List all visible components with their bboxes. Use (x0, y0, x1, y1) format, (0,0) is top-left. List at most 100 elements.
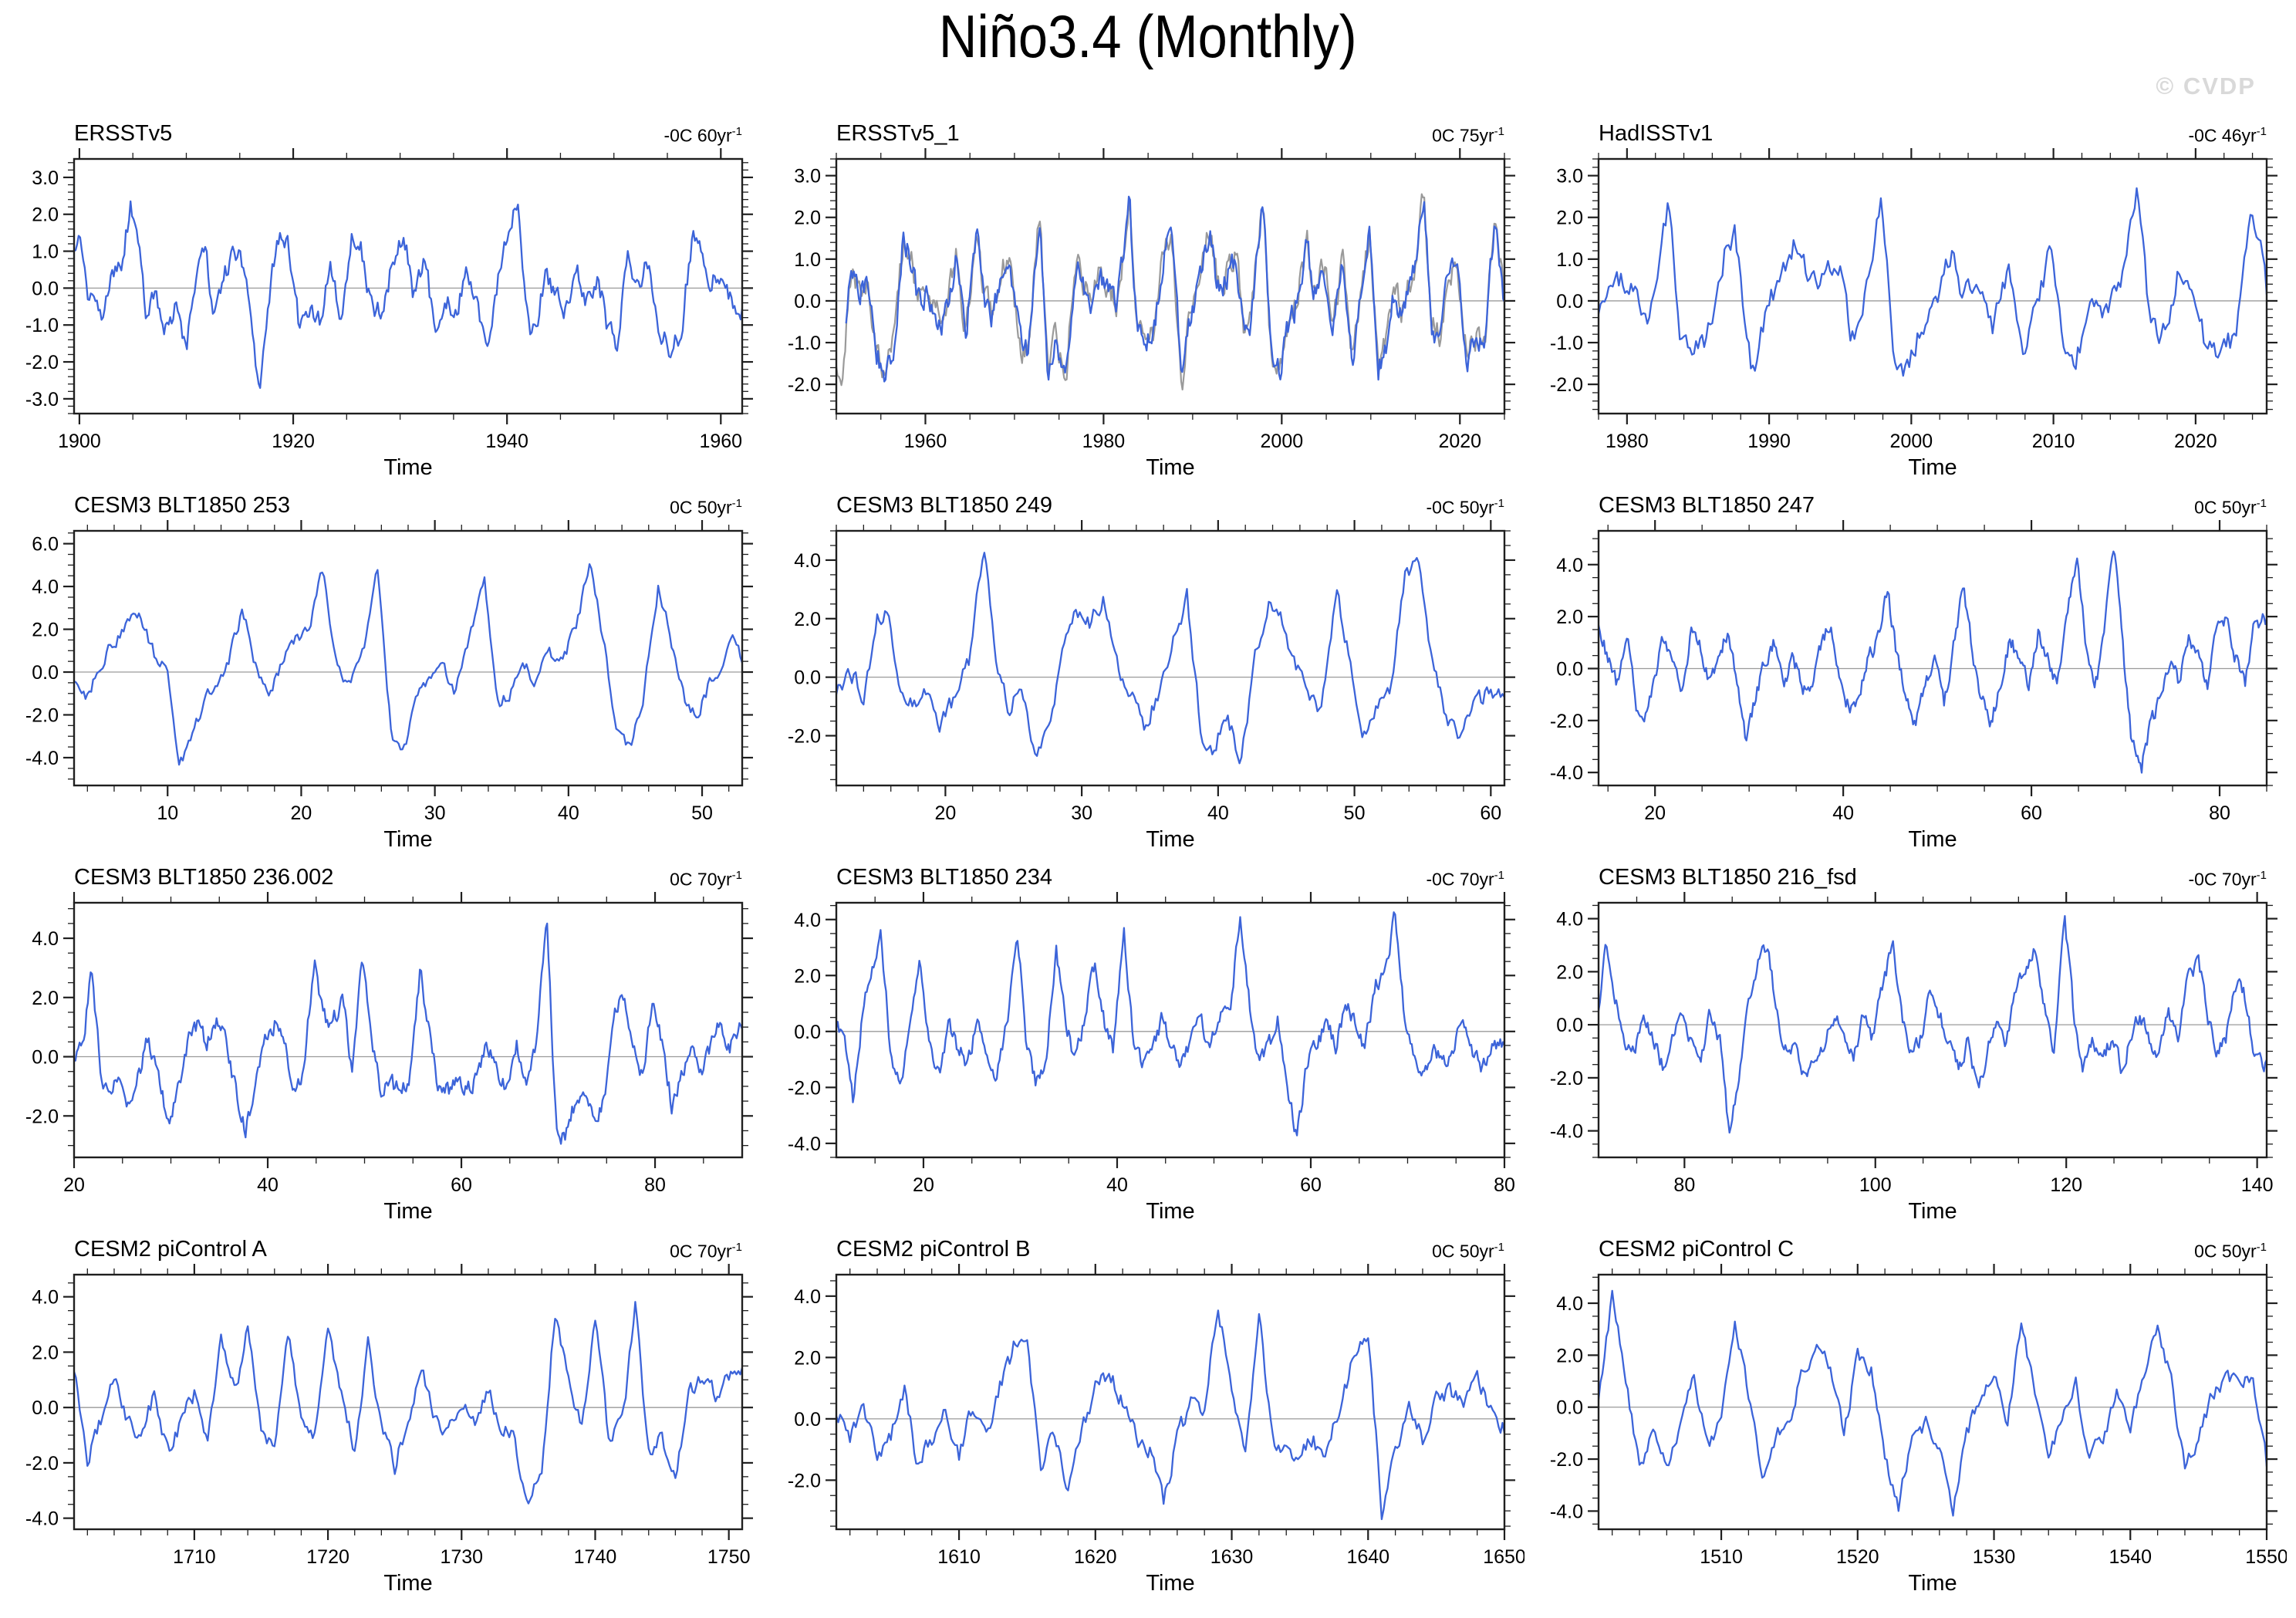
x-axis-label: Time (1908, 1571, 1957, 1596)
trend-value: -0C 60yr (663, 126, 732, 146)
svg-text:40: 40 (1832, 802, 1854, 824)
timeseries-plot: 80 100 120 140 4.0 2.0 0.0 -2.0 -4.0 (1550, 892, 2277, 1196)
svg-text:0.0: 0.0 (1556, 291, 1583, 312)
timeseries-plot: 1610 1620 1630 1640 1650 4.0 2.0 0.0 -2.0 (788, 1264, 1524, 1568)
svg-text:20: 20 (934, 802, 956, 824)
series-line (74, 200, 742, 389)
svg-text:40: 40 (558, 802, 579, 824)
svg-text:-4.0: -4.0 (25, 748, 59, 769)
svg-text:30: 30 (1071, 802, 1092, 824)
x-axis-label: Time (1908, 1199, 1957, 1224)
svg-text:4.0: 4.0 (794, 550, 821, 572)
timeseries-plot: 20 40 60 80 4.0 2.0 0.0 -2.0 -4.0 (1550, 520, 2277, 824)
svg-text:1990: 1990 (1747, 431, 1791, 452)
svg-text:2.0: 2.0 (794, 1347, 821, 1369)
svg-text:1620: 1620 (1074, 1546, 1117, 1568)
svg-text:-3.0: -3.0 (25, 389, 59, 410)
svg-text:-2.0: -2.0 (788, 726, 821, 748)
timeseries-plot: 1980 1990 2000 2010 2020 3.0 2.0 1.0 0.0 -1.0 -2.0 (1550, 148, 2277, 452)
svg-text:-2.0: -2.0 (1550, 1449, 1583, 1471)
svg-text:3.0: 3.0 (1556, 166, 1583, 187)
overlay-series-line (836, 193, 1504, 390)
svg-text:1650: 1650 (1483, 1546, 1524, 1568)
svg-text:60: 60 (451, 1174, 472, 1196)
svg-text:-2.0: -2.0 (1550, 374, 1583, 396)
svg-text:0.0: 0.0 (1556, 658, 1583, 680)
svg-text:60: 60 (1480, 802, 1501, 824)
svg-text:0.0: 0.0 (32, 1047, 59, 1069)
svg-text:4.0: 4.0 (794, 1286, 821, 1308)
trend-annotation: 0C 70yr-1 (670, 870, 742, 889)
panel-title: CESM2 piControl A (74, 1237, 267, 1262)
svg-text:2.0: 2.0 (1556, 208, 1583, 229)
svg-text:20: 20 (291, 802, 312, 824)
panel-title: CESM3 BLT1850 247 (1599, 493, 1815, 518)
svg-text:1730: 1730 (440, 1546, 483, 1568)
series-line (74, 562, 742, 766)
timeseries-plot: 1710 1720 1730 1740 1750 4.0 2.0 0.0 -2.0 -4.0 (25, 1264, 753, 1568)
svg-text:1960: 1960 (699, 431, 742, 452)
svg-text:-2.0: -2.0 (25, 1453, 59, 1474)
svg-text:40: 40 (257, 1174, 279, 1196)
series-line (1599, 1289, 2267, 1517)
svg-text:4.0: 4.0 (1556, 1293, 1583, 1315)
svg-text:1520: 1520 (1836, 1546, 1879, 1568)
svg-text:140: 140 (2241, 1174, 2274, 1196)
cvdp-watermark: © CVDP (2156, 73, 2256, 100)
svg-text:40: 40 (1207, 802, 1229, 824)
trend-exponent: -1 (731, 869, 742, 883)
panel-cesm3-blt1850-234: CESM3 BLT1850 234 -0C 70yr-1 20 40 60 80 4.0 2… (768, 860, 1524, 1224)
svg-text:1920: 1920 (272, 431, 315, 452)
x-axis-label: Time (1146, 1571, 1195, 1596)
trend-annotation: 0C 50yr-1 (670, 498, 742, 517)
trend-annotation: -0C 50yr-1 (1426, 498, 1504, 517)
x-axis-label: Time (383, 1199, 433, 1224)
svg-text:-2.0: -2.0 (1550, 711, 1583, 732)
panel-title: CESM3 BLT1850 253 (74, 493, 290, 518)
svg-text:2.0: 2.0 (1556, 961, 1583, 983)
timeseries-plot: 20 30 40 50 60 4.0 2.0 0.0 -2.0 (788, 520, 1515, 824)
svg-text:-2.0: -2.0 (25, 1106, 59, 1127)
svg-text:100: 100 (1859, 1174, 1892, 1196)
trend-value: -0C 70yr (2188, 870, 2257, 890)
svg-text:1.0: 1.0 (794, 249, 821, 271)
panel-title: HadISSTv1 (1599, 121, 1714, 146)
timeseries-plot: 1900 1920 1940 1960 3.0 2.0 1.0 0.0 -1.0 -2.0 -3.0 (25, 148, 753, 452)
svg-text:2.0: 2.0 (1556, 606, 1583, 628)
svg-text:1.0: 1.0 (1556, 249, 1583, 271)
panel-ersstv5-1: ERSSTv5_1 0C 75yr-1 1960 1980 2000 2020 3.0 2.… (768, 116, 1524, 480)
timeseries-plot: 20 40 60 80 4.0 2.0 0.0 -2.0 -4.0 (788, 892, 1515, 1196)
svg-text:1.0: 1.0 (32, 242, 59, 263)
trend-value: 0C 50yr (2194, 1241, 2257, 1262)
timeseries-plot: 20 40 60 80 4.0 2.0 0.0 -2.0 (25, 892, 753, 1196)
trend-value: 0C 75yr (1432, 126, 1494, 146)
svg-text:1550: 1550 (2245, 1546, 2287, 1568)
svg-text:3.0: 3.0 (794, 166, 821, 187)
svg-text:4.0: 4.0 (32, 576, 59, 598)
panel-title: CESM2 piControl C (1599, 1237, 1795, 1262)
svg-text:2.0: 2.0 (794, 208, 821, 229)
svg-text:2.0: 2.0 (32, 988, 59, 1009)
svg-text:1740: 1740 (574, 1546, 617, 1568)
svg-text:-2.0: -2.0 (788, 374, 821, 396)
trend-value: 0C 50yr (670, 498, 732, 518)
svg-text:0.0: 0.0 (1556, 1015, 1583, 1036)
panel-cesm2-picontrol-b: CESM2 piControl B 0C 50yr-1 1610 1620 1630 1… (768, 1231, 1524, 1596)
panel-cesm3-blt1850-247: CESM3 BLT1850 247 0C 50yr-1 20 40 60 80 4.0 2.… (1531, 488, 2287, 852)
series-line (74, 1301, 742, 1505)
trend-value: 0C 50yr (1432, 1241, 1494, 1262)
svg-text:0.0: 0.0 (32, 1397, 59, 1419)
x-axis-label: Time (383, 1571, 433, 1596)
x-axis-label: Time (383, 455, 433, 480)
svg-text:1540: 1540 (2109, 1546, 2152, 1568)
svg-text:40: 40 (1106, 1174, 1128, 1196)
svg-text:2000: 2000 (1261, 431, 1304, 452)
svg-text:-4.0: -4.0 (1550, 1501, 1583, 1522)
trend-annotation: -0C 70yr-1 (1426, 870, 1504, 889)
svg-text:1640: 1640 (1346, 1546, 1389, 1568)
panel-cesm3-blt1850-216-fsd: CESM3 BLT1850 216_fsd -0C 70yr-1 80 100 120… (1531, 860, 2287, 1224)
svg-text:80: 80 (1494, 1174, 1515, 1196)
panel-cesm3-blt1850-253: CESM3 BLT1850 253 0C 50yr-1 10 20 30 40 50 6.0… (6, 488, 762, 852)
trend-exponent: -1 (2256, 869, 2267, 883)
svg-text:4.0: 4.0 (1556, 909, 1583, 931)
